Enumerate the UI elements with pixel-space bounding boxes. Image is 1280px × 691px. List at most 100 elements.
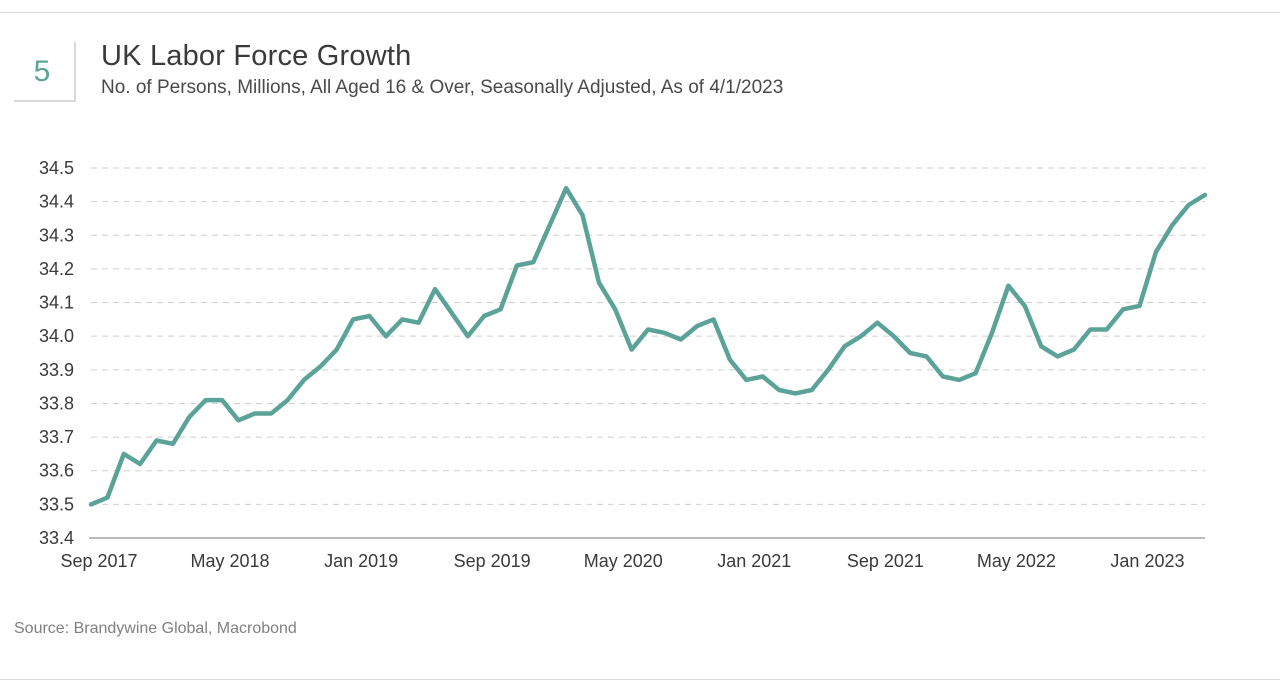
data-point — [1056, 354, 1060, 358]
data-point — [122, 452, 126, 456]
x-tick-label: Sep 2019 — [454, 551, 531, 571]
y-tick-label: 33.6 — [39, 461, 74, 481]
data-point — [187, 415, 191, 419]
data-point — [793, 391, 797, 395]
data-point — [548, 223, 552, 227]
bottom-divider — [0, 679, 1280, 680]
data-point — [302, 378, 306, 382]
chart-number-badge: 5 — [14, 42, 76, 102]
x-tick-label: May 2020 — [584, 551, 663, 571]
data-point — [89, 502, 93, 506]
data-point — [941, 375, 945, 379]
data-point — [761, 375, 765, 379]
chart-title: UK Labor Force Growth — [101, 40, 412, 72]
y-tick-label: 33.7 — [39, 427, 74, 447]
data-point — [204, 398, 208, 402]
data-point — [1039, 344, 1043, 348]
data-point — [417, 321, 421, 325]
x-axis-tick-labels: Sep 2017 May 2018 Jan 2019 Sep 2019 May 2020… — [60, 551, 1184, 571]
data-point — [974, 371, 978, 375]
data-point — [269, 412, 273, 416]
y-tick-label: 34.1 — [39, 293, 74, 313]
data-point — [515, 264, 519, 268]
x-tick-label: Jan 2023 — [1110, 551, 1184, 571]
data-point — [777, 388, 781, 392]
data-point — [351, 317, 355, 321]
x-tick-label: Jan 2021 — [717, 551, 791, 571]
data-point — [679, 338, 683, 342]
data-point — [466, 334, 470, 338]
data-point — [990, 331, 994, 335]
y-tick-label: 34.3 — [39, 225, 74, 245]
data-point — [171, 442, 175, 446]
data-point — [646, 327, 650, 331]
data-point — [597, 280, 601, 284]
data-point — [1170, 223, 1174, 227]
data-point — [138, 462, 142, 466]
data-point — [482, 314, 486, 318]
data-point — [728, 358, 732, 362]
data-point — [253, 412, 257, 416]
chart-subtitle: No. of Persons, Millions, All Aged 16 & … — [101, 77, 784, 98]
data-point — [695, 324, 699, 328]
data-point — [531, 260, 535, 264]
y-tick-label: 34.5 — [39, 158, 74, 178]
x-tick-label: Sep 2017 — [60, 551, 137, 571]
data-point — [1187, 203, 1191, 207]
data-point — [925, 354, 929, 358]
data-point — [580, 213, 584, 217]
x-tick-label: Jan 2019 — [324, 551, 398, 571]
source-note: Source: Brandywine Global, Macrobond — [14, 620, 297, 637]
data-point — [449, 311, 453, 315]
data-point — [810, 388, 814, 392]
data-point — [368, 314, 372, 318]
data-point — [662, 331, 666, 335]
data-point — [1154, 250, 1158, 254]
data-point — [318, 364, 322, 368]
data-point — [1006, 284, 1010, 288]
data-point — [1088, 327, 1092, 331]
data-point — [712, 317, 716, 321]
y-tick-label: 34.2 — [39, 259, 74, 279]
y-tick-label: 33.9 — [39, 360, 74, 380]
x-tick-label: Sep 2021 — [847, 551, 924, 571]
series-layer — [88, 185, 1208, 507]
data-point — [1203, 193, 1207, 197]
y-tick-label: 34.0 — [39, 326, 74, 346]
data-point — [613, 307, 617, 311]
top-divider — [0, 12, 1280, 13]
y-axis-tick-labels: 33.4 33.5 33.6 33.7 33.8 33.9 34.0 34.1 34.2 34.3… — [39, 158, 74, 548]
x-tick-label: May 2022 — [977, 551, 1056, 571]
data-point — [892, 334, 896, 338]
data-point — [1121, 307, 1125, 311]
data-point — [286, 398, 290, 402]
y-tick-label: 33.4 — [39, 528, 74, 548]
y-tick-label: 34.4 — [39, 192, 74, 212]
data-point — [105, 496, 109, 500]
data-point — [908, 351, 912, 355]
data-point — [744, 378, 748, 382]
data-point — [843, 344, 847, 348]
data-point — [826, 368, 830, 372]
data-point — [630, 348, 634, 352]
data-point — [875, 321, 879, 325]
x-tick-label: May 2018 — [191, 551, 270, 571]
data-point — [220, 398, 224, 402]
data-point — [1105, 327, 1109, 331]
y-tick-label: 33.5 — [39, 494, 74, 514]
data-point — [1137, 304, 1141, 308]
data-point — [1023, 304, 1027, 308]
data-point — [564, 186, 568, 190]
data-point — [859, 334, 863, 338]
data-point — [384, 334, 388, 338]
data-point — [236, 418, 240, 422]
y-tick-label: 33.8 — [39, 393, 74, 413]
data-point — [1072, 348, 1076, 352]
data-point — [433, 287, 437, 291]
data-point — [957, 378, 961, 382]
series-line-uk-labor-force — [88, 185, 1208, 507]
data-point — [335, 348, 339, 352]
data-point — [499, 307, 503, 311]
data-point — [155, 438, 159, 442]
